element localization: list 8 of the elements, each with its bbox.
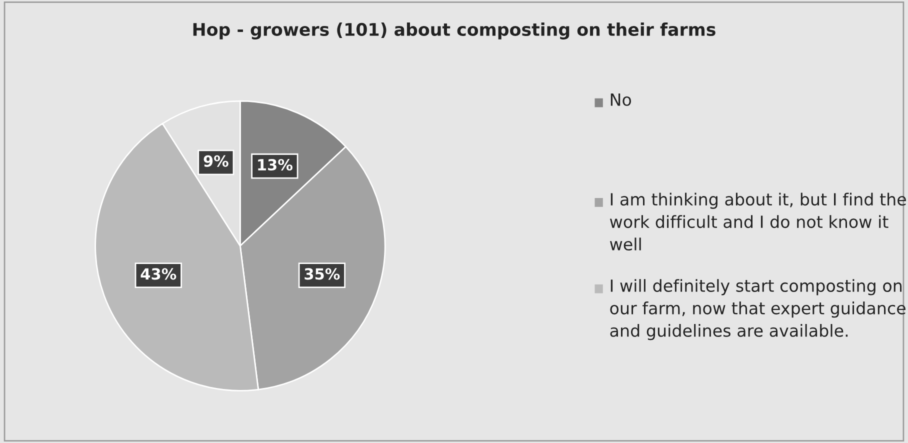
data-label: 9% <box>204 155 228 167</box>
data-label: 13% <box>258 158 292 171</box>
legend-label: I will definitely start composting on our farm, now that expert guidance and guidelines are available. <box>610 279 906 340</box>
data-label: 43% <box>140 268 176 280</box>
legend-label: No <box>610 94 632 106</box>
data-label: 35% <box>304 268 340 280</box>
legend-label: I am thinking about it, but I find the work difficult and I do not know it well <box>610 192 906 251</box>
chart-title: Hop - growers (101) about composting on their farms <box>193 22 716 40</box>
